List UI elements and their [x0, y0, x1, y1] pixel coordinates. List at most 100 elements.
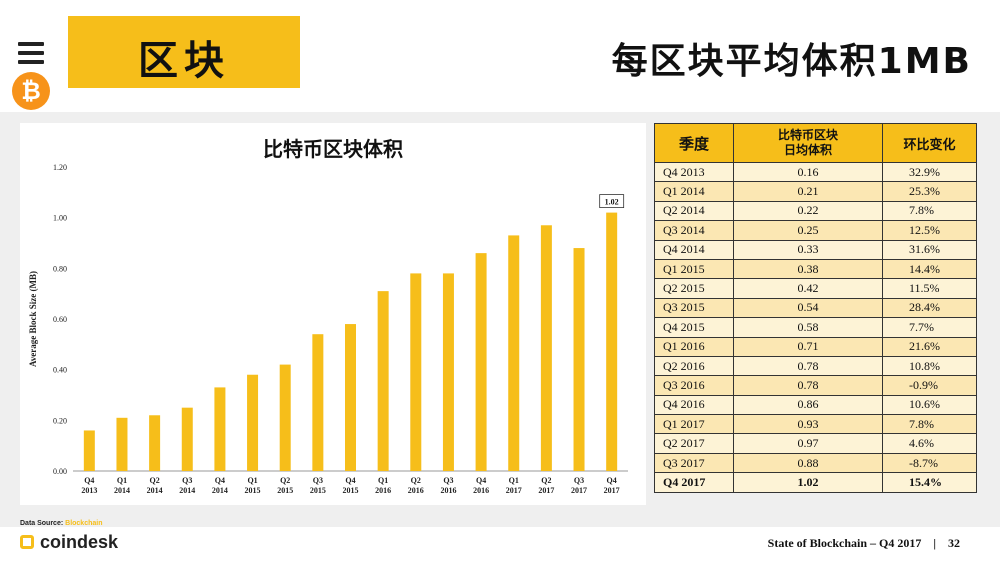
x-tick-label-year: 2014: [147, 486, 163, 495]
cell-change: 10.6%: [882, 394, 977, 416]
chart-title: 比特币区块体积: [263, 137, 403, 161]
table-row: Q4 2013 0.16 32.9%: [654, 161, 977, 183]
x-tick-label-year: 2016: [408, 486, 424, 495]
x-tick-label-quarter: Q2: [411, 476, 421, 485]
slide-title: 每区块平均体积1MB: [611, 41, 972, 82]
cell-quarter: Q1 2016: [654, 336, 734, 357]
x-tick-label-quarter: Q2: [541, 476, 551, 485]
x-tick-label-quarter: Q2: [280, 476, 290, 485]
table-row: Q2 2014 0.22 7.8%: [654, 200, 977, 222]
cell-change: 31.6%: [882, 239, 977, 260]
bar: [116, 417, 128, 471]
x-tick-label-quarter: Q1: [509, 476, 519, 485]
table-row: Q4 2017 1.02 15.4%: [654, 472, 977, 493]
cell-change: 15.4%: [882, 472, 977, 493]
cell-block-size: 0.78: [733, 355, 883, 377]
cell-block-size: 0.58: [733, 317, 883, 338]
cell-quarter: Q3 2015: [654, 297, 734, 319]
table-row: Q2 2017 0.97 4.6%: [654, 433, 977, 454]
cell-quarter: Q3 2016: [654, 375, 734, 396]
x-tick-label-quarter: Q1: [247, 476, 257, 485]
data-source-label: Data Source:: [20, 520, 64, 527]
bar: [540, 225, 552, 471]
cell-quarter: Q2 2014: [654, 200, 734, 222]
data-table-panel: 季度 比特币区块 日均体积 环比变化 Q4 2013 0.16 32.9% Q1 20…: [654, 123, 977, 495]
y-tick-label: 1.00: [53, 214, 67, 223]
table-row: Q3 2014 0.25 12.5%: [654, 220, 977, 241]
bar: [214, 387, 226, 471]
header-block-size-line2: 日均体积: [783, 143, 832, 157]
x-tick-label-quarter: Q4: [476, 476, 486, 485]
footer-caption: State of Blockchain – Q4 2017 | 32: [768, 536, 960, 551]
cell-change: 12.5%: [882, 220, 977, 241]
cell-quarter: Q4 2013: [654, 161, 734, 183]
y-tick-label: 0.60: [53, 315, 67, 324]
x-tick-label-quarter: Q4: [607, 476, 617, 485]
x-tick-label-year: 2017: [538, 486, 554, 495]
cell-change: 4.6%: [882, 433, 977, 454]
bar: [279, 364, 291, 471]
header-change: 环比变化: [882, 123, 977, 163]
header-quarter: 季度: [654, 123, 734, 163]
cell-change: 14.4%: [882, 258, 977, 280]
menu-icon[interactable]: [18, 42, 44, 69]
cell-change: 28.4%: [882, 297, 977, 319]
coindesk-logo-icon: [20, 535, 34, 549]
x-tick-label-year: 2016: [375, 486, 391, 495]
cell-quarter: Q1 2017: [654, 414, 734, 435]
x-tick-label-year: 2017: [604, 486, 620, 495]
cell-change: 25.3%: [882, 181, 977, 202]
bar: [377, 291, 389, 471]
cell-quarter: Q2 2016: [654, 355, 734, 377]
data-label: 1.02: [605, 198, 619, 207]
data-source: Data Source: Blockchain: [20, 520, 103, 527]
x-tick-label-quarter: Q2: [150, 476, 160, 485]
x-tick-label-quarter: Q4: [345, 476, 355, 485]
cell-change: 11.5%: [882, 278, 977, 299]
cell-change: -8.7%: [882, 452, 977, 474]
x-tick-label-quarter: Q4: [215, 476, 225, 485]
cell-block-size: 1.02: [733, 472, 883, 493]
table-row: Q1 2017 0.93 7.8%: [654, 414, 977, 435]
x-tick-label-year: 2015: [277, 486, 293, 495]
x-tick-label-year: 2015: [245, 486, 261, 495]
cell-quarter: Q4 2014: [654, 239, 734, 260]
cell-block-size: 0.33: [733, 239, 883, 260]
x-tick-label-year: 2013: [81, 486, 97, 495]
x-tick-label-year: 2017: [506, 486, 522, 495]
x-tick-label-year: 2016: [473, 486, 489, 495]
table-row: Q1 2016 0.71 21.6%: [654, 336, 977, 357]
cell-block-size: 0.25: [733, 220, 883, 241]
cell-quarter: Q2 2015: [654, 278, 734, 299]
bar: [83, 430, 95, 471]
cell-block-size: 0.54: [733, 297, 883, 319]
section-tag-label: 区块: [138, 38, 230, 84]
cell-change: 32.9%: [882, 161, 977, 183]
bar: [442, 273, 454, 471]
bar: [312, 334, 324, 471]
cell-block-size: 0.93: [733, 414, 883, 435]
x-tick-label-year: 2015: [343, 486, 359, 495]
table-row: Q2 2016 0.78 10.8%: [654, 355, 977, 377]
cell-block-size: 0.16: [733, 161, 883, 183]
x-tick-label-quarter: Q4: [84, 476, 94, 485]
table-row: Q4 2014 0.33 31.6%: [654, 239, 977, 260]
bar: [606, 212, 618, 471]
cell-change: -0.9%: [882, 375, 977, 396]
table-row: Q3 2015 0.54 28.4%: [654, 297, 977, 319]
cell-change: 21.6%: [882, 336, 977, 357]
cell-quarter: Q4 2017: [654, 472, 734, 493]
cell-quarter: Q4 2015: [654, 317, 734, 338]
cell-quarter: Q1 2015: [654, 258, 734, 280]
cell-quarter: Q3 2017: [654, 452, 734, 474]
table-header-row: 季度 比特币区块 日均体积 环比变化: [654, 123, 977, 163]
y-tick-label: 0.40: [53, 366, 67, 375]
cell-block-size: 0.86: [733, 394, 883, 416]
header-block-size: 比特币区块 日均体积: [733, 123, 883, 163]
chart-panel: 比特币区块体积 0.00 0.20 0.40 0.60 0.80 1.00 1.20 Aver…: [20, 123, 646, 505]
data-source-name[interactable]: Blockchain: [65, 520, 103, 527]
bar: [149, 415, 161, 471]
y-tick-label: 0.20: [53, 416, 67, 425]
footer-separator: |: [933, 536, 936, 550]
bar-chart: 0.00 0.20 0.40 0.60 0.80 1.00 1.20 Average Bloc…: [28, 163, 628, 495]
